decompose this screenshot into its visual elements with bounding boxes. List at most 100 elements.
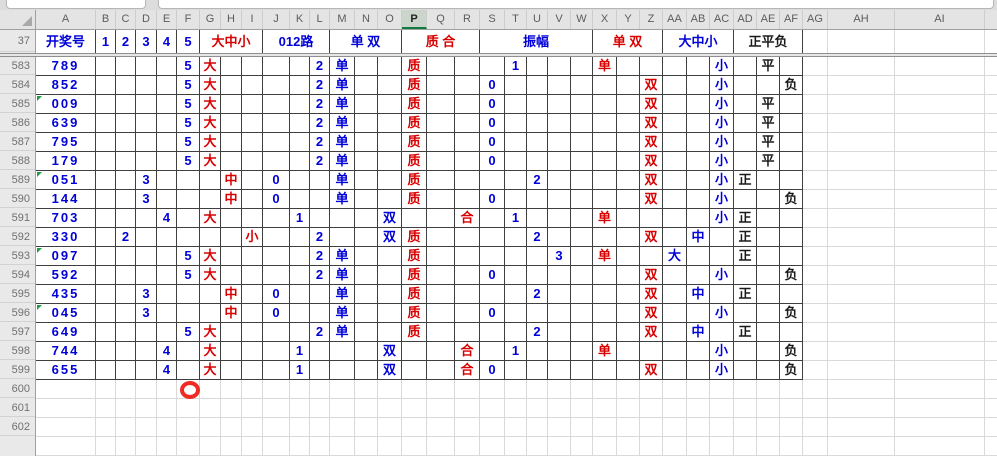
- row-header-596[interactable]: 596: [0, 304, 35, 322]
- cell-A584[interactable]: 852: [36, 76, 96, 94]
- row-header-587[interactable]: 587: [0, 133, 35, 151]
- cell-M585[interactable]: 单: [330, 95, 355, 113]
- cell-E584[interactable]: [157, 76, 177, 94]
- cell-H585[interactable]: [221, 95, 242, 113]
- cell-P588[interactable]: 质: [402, 152, 427, 170]
- cell-O598[interactable]: 双: [378, 342, 402, 360]
- cell-H597[interactable]: [221, 323, 242, 341]
- cell-M586[interactable]: 单: [330, 114, 355, 132]
- cell-AA589[interactable]: [663, 171, 687, 189]
- cell-AD599[interactable]: [734, 361, 757, 379]
- cell-AD588[interactable]: [734, 152, 757, 170]
- cell-I590[interactable]: [242, 190, 263, 208]
- cell-AC599[interactable]: 小: [710, 361, 734, 379]
- row-header-583[interactable]: 583: [0, 57, 35, 75]
- cell-F597[interactable]: 5: [177, 323, 200, 341]
- column-header-K[interactable]: K: [290, 10, 310, 29]
- cell-AD590[interactable]: [734, 190, 757, 208]
- cell-B583[interactable]: [96, 57, 116, 75]
- cell-L598[interactable]: [310, 342, 330, 360]
- cell-R584[interactable]: [455, 76, 480, 94]
- cell-Z592[interactable]: 双: [640, 228, 663, 246]
- cell-A596[interactable]: 045: [36, 304, 96, 322]
- cell-J599[interactable]: [263, 361, 290, 379]
- cell-M591[interactable]: [330, 209, 355, 227]
- cell-Y583[interactable]: [617, 57, 640, 75]
- column-header-D[interactable]: D: [136, 10, 157, 29]
- cell-G593[interactable]: 大: [200, 247, 221, 265]
- cell-T599[interactable]: [505, 361, 527, 379]
- cell-X587[interactable]: [593, 133, 617, 151]
- cell-Y586[interactable]: [617, 114, 640, 132]
- cell-N584[interactable]: [355, 76, 378, 94]
- cell-S585[interactable]: 0: [480, 95, 505, 113]
- cell-R587[interactable]: [455, 133, 480, 151]
- header-cell-E[interactable]: 4: [157, 30, 177, 53]
- cell-N585[interactable]: [355, 95, 378, 113]
- cell-AE598[interactable]: [757, 342, 780, 360]
- cell-M597[interactable]: 单: [330, 323, 355, 341]
- cell-V585[interactable]: [548, 95, 571, 113]
- cell-S593[interactable]: [480, 247, 505, 265]
- cell-W592[interactable]: [571, 228, 593, 246]
- cell-B599[interactable]: [96, 361, 116, 379]
- cell-T597[interactable]: [505, 323, 527, 341]
- cell-AD585[interactable]: [734, 95, 757, 113]
- cell-AD597[interactable]: 正: [734, 323, 757, 341]
- cell-H594[interactable]: [221, 266, 242, 284]
- cell-T589[interactable]: [505, 171, 527, 189]
- cell-AF584[interactable]: 负: [780, 76, 803, 94]
- cell-W588[interactable]: [571, 152, 593, 170]
- cell-W596[interactable]: [571, 304, 593, 322]
- cell-J589[interactable]: 0: [263, 171, 290, 189]
- cell-C598[interactable]: [116, 342, 136, 360]
- cell-U589[interactable]: 2: [527, 171, 548, 189]
- cell-G595[interactable]: [200, 285, 221, 303]
- cell-S594[interactable]: 0: [480, 266, 505, 284]
- cell-D588[interactable]: [136, 152, 157, 170]
- cell-AF589[interactable]: [780, 171, 803, 189]
- cell-V596[interactable]: [548, 304, 571, 322]
- cell-AF586[interactable]: [780, 114, 803, 132]
- column-header-J[interactable]: J: [263, 10, 290, 29]
- cell-F587[interactable]: 5: [177, 133, 200, 151]
- cell-U591[interactable]: [527, 209, 548, 227]
- cell-L597[interactable]: 2: [310, 323, 330, 341]
- cell-G591[interactable]: 大: [200, 209, 221, 227]
- cell-O583[interactable]: [378, 57, 402, 75]
- cell-AB597[interactable]: 中: [687, 323, 710, 341]
- column-header-C[interactable]: C: [116, 10, 136, 29]
- cell-R593[interactable]: [455, 247, 480, 265]
- cell-AD596[interactable]: [734, 304, 757, 322]
- cell-S591[interactable]: [480, 209, 505, 227]
- cell-AC595[interactable]: [710, 285, 734, 303]
- cell-J588[interactable]: [263, 152, 290, 170]
- cell-Q588[interactable]: [427, 152, 455, 170]
- cell-M590[interactable]: 单: [330, 190, 355, 208]
- cell-X584[interactable]: [593, 76, 617, 94]
- header-cell-P[interactable]: 质 合: [402, 30, 480, 53]
- cell-O587[interactable]: [378, 133, 402, 151]
- cell-L584[interactable]: 2: [310, 76, 330, 94]
- cell-U592[interactable]: 2: [527, 228, 548, 246]
- cell-P599[interactable]: [402, 361, 427, 379]
- cell-W597[interactable]: [571, 323, 593, 341]
- cell-G586[interactable]: 大: [200, 114, 221, 132]
- cell-AE592[interactable]: [757, 228, 780, 246]
- cell-L587[interactable]: 2: [310, 133, 330, 151]
- cell-A595[interactable]: 435: [36, 285, 96, 303]
- column-header-H[interactable]: H: [221, 10, 242, 29]
- cell-AA592[interactable]: [663, 228, 687, 246]
- cell-R596[interactable]: [455, 304, 480, 322]
- cell-S598[interactable]: [480, 342, 505, 360]
- cell-D598[interactable]: [136, 342, 157, 360]
- cell-AA599[interactable]: [663, 361, 687, 379]
- cell-AE599[interactable]: [757, 361, 780, 379]
- cell-I594[interactable]: [242, 266, 263, 284]
- row-header-597[interactable]: 597: [0, 323, 35, 341]
- cell-O593[interactable]: [378, 247, 402, 265]
- cell-I585[interactable]: [242, 95, 263, 113]
- cell-E586[interactable]: [157, 114, 177, 132]
- cell-L596[interactable]: [310, 304, 330, 322]
- cell-I592[interactable]: 小: [242, 228, 263, 246]
